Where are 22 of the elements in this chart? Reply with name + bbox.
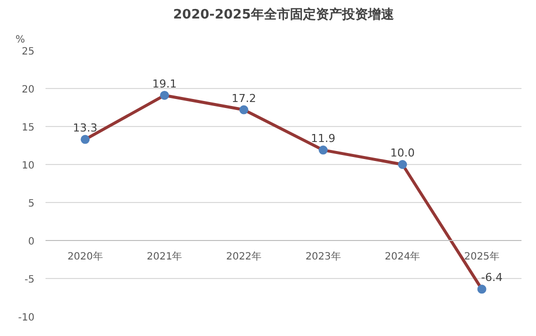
- y-tick-label: 20: [22, 84, 35, 96]
- x-tick-label: 2025年: [464, 250, 500, 262]
- x-tick-label: 2022年: [226, 250, 262, 262]
- y-tick-label: 5: [28, 198, 35, 210]
- x-tick-label: 2024年: [384, 250, 420, 262]
- text: 19.1: [152, 77, 177, 90]
- y-tick-label: -5: [24, 274, 35, 286]
- y-tick-label: 25: [22, 46, 35, 58]
- y-tick-label: 10: [22, 160, 35, 172]
- y-tick-label: 0: [28, 236, 35, 248]
- chart-title: 2020-2025年全市固定资产投资增速: [173, 6, 395, 22]
- x-tick-label: 2023年: [305, 250, 341, 262]
- x-tick-label: 2020年: [67, 250, 103, 262]
- text: 17.2: [232, 92, 256, 105]
- y-tick-label: -10: [18, 312, 35, 324]
- text: 13.3: [72, 121, 98, 134]
- x-tick-label: 2021年: [146, 250, 182, 262]
- y-axis-title: %: [16, 34, 26, 46]
- text: 11.9: [310, 132, 336, 146]
- y-tick-label: 15: [22, 122, 35, 134]
- text: -6.4: [481, 271, 503, 284]
- text: 10.0: [390, 146, 415, 160]
